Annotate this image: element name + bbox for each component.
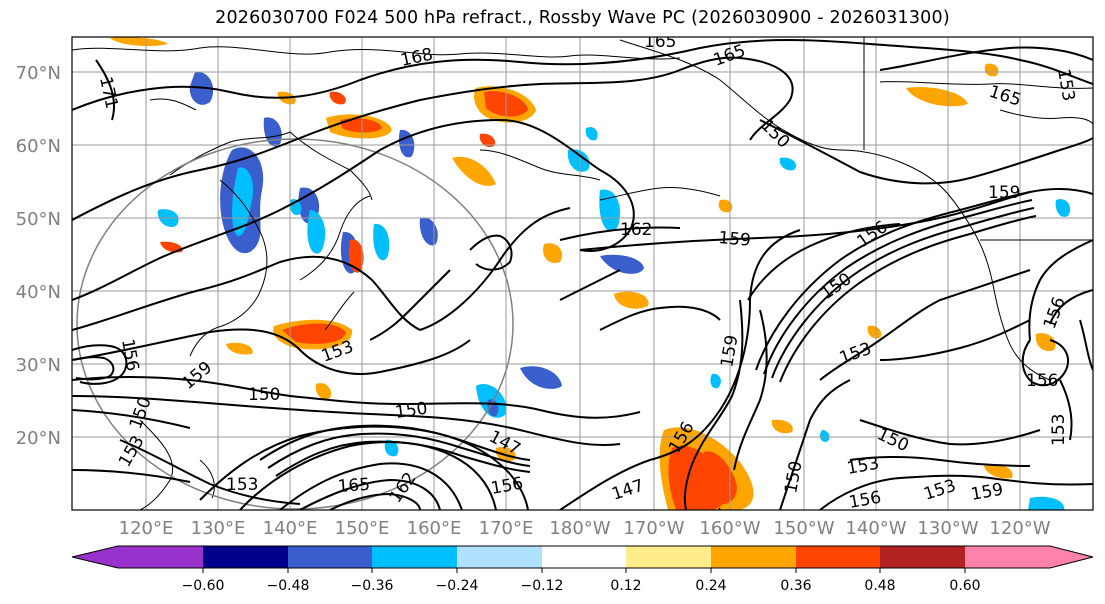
colorbar-extend-min [72, 546, 118, 568]
contour-label: 165 [337, 475, 371, 497]
lon-label: 160°W [699, 518, 760, 539]
contour-label: 150 [248, 385, 280, 405]
contour-label: 162 [620, 220, 652, 240]
colorbar-tick-label: −0.60 [182, 578, 225, 594]
colorbar-swatch [626, 546, 711, 568]
colorbar-swatch [118, 546, 203, 568]
contour-label: 150 [394, 399, 429, 423]
colorbar-tick-label: −0.36 [351, 578, 394, 594]
lon-label: 160°E [407, 518, 462, 539]
contour-label: 156 [847, 488, 882, 513]
lat-label: 30°N [16, 355, 61, 376]
lat-label: 50°N [16, 209, 61, 230]
colorbar-outline [71, 545, 1094, 569]
colorbar-tick-label: 0.12 [610, 578, 641, 594]
lon-label: 120°W [989, 518, 1050, 539]
colorbar-tick-label: 0.36 [780, 578, 811, 594]
colorbar-tick-label: −0.48 [267, 578, 310, 594]
colorbar-extend-max [1050, 546, 1093, 568]
lon-label: 150°W [773, 518, 834, 539]
lat-label: 70°N [16, 63, 61, 84]
lon-label: 170°E [479, 518, 534, 539]
jet-contour-bundle [72, 191, 1037, 477]
contour-label: 153 [226, 475, 258, 495]
contour-label: 153 [1049, 414, 1069, 446]
colorbar-swatch [965, 546, 1050, 568]
height-contours [72, 39, 1093, 510]
contour-label: 156 [1026, 371, 1058, 391]
colorbar-swatch [203, 546, 288, 568]
map-frame [71, 36, 1094, 511]
colorbar-swatch [711, 546, 796, 568]
longitude-labels: 120°E 130°E 140°E 150°E 160°E 170°E 180°… [119, 518, 1051, 539]
latitude-labels: 70°N 60°N 50°N 40°N 30°N 20°N [16, 63, 61, 449]
lat-label: 20°N [16, 428, 61, 449]
lon-label: 170°W [623, 518, 684, 539]
lon-label: 120°E [119, 518, 174, 539]
colorbar-tick-label: 0.24 [695, 578, 726, 594]
colorbar-swatch [796, 546, 880, 568]
lon-label: 140°W [845, 518, 906, 539]
chart-title: 2026030700 F024 500 hPa refract., Rossby… [215, 8, 950, 28]
colorbar: −0.60 −0.48 −0.36 −0.24 −0.12 0.12 0.24 … [71, 545, 1094, 594]
colorbar-swatch [542, 546, 626, 568]
lat-label: 60°N [16, 136, 61, 157]
lon-label: 140°E [263, 518, 318, 539]
map-background [72, 37, 1093, 510]
colorbar-tick-label: −0.24 [436, 578, 479, 594]
colorbar-tick-label: 0.48 [864, 578, 895, 594]
contour-label: 159 [718, 228, 752, 251]
lon-label: 180°W [549, 518, 610, 539]
coastlines [72, 37, 1093, 510]
colorbar-swatch [372, 546, 457, 568]
colorbar-swatch [457, 546, 542, 568]
contour-label: 159 [988, 183, 1020, 203]
lat-label: 40°N [16, 282, 61, 303]
contour-label: 150 [703, 505, 728, 540]
colorbar-swatch [880, 546, 965, 568]
lon-label: 130°W [917, 518, 978, 539]
lon-label: 130°E [191, 518, 246, 539]
lon-label: 150°E [335, 518, 390, 539]
colorbar-tick-label: 0.60 [949, 578, 980, 594]
colorbar-swatch [288, 546, 372, 568]
colorbar-tick-label: −0.12 [521, 578, 564, 594]
contour-label: 165 [644, 32, 676, 52]
